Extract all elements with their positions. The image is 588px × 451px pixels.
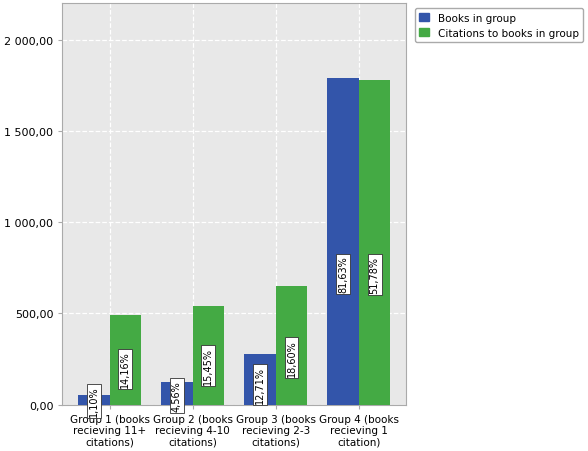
Bar [327,79,359,405]
Text: 4,56%: 4,56% [172,380,182,411]
Bar [193,307,224,405]
Text: 14,16%: 14,16% [121,351,131,387]
Bar [109,316,141,405]
Text: 51,78%: 51,78% [370,257,380,294]
Text: 15,45%: 15,45% [203,347,213,384]
Bar [78,395,109,405]
Text: 1,10%: 1,10% [89,386,99,416]
Text: 18,60%: 18,60% [286,339,296,376]
Bar [161,382,193,405]
Bar [276,287,308,405]
Text: 81,63%: 81,63% [338,256,348,293]
Bar [244,354,276,405]
Text: 12,71%: 12,71% [255,366,265,403]
Bar [359,81,390,405]
Legend: Books in group, Citations to books in group: Books in group, Citations to books in gr… [415,9,583,43]
